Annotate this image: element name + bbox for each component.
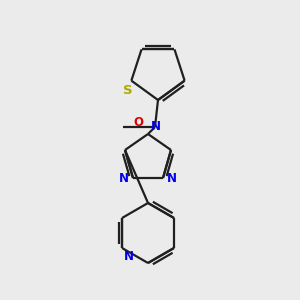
Text: N: N	[151, 119, 161, 133]
Text: O: O	[133, 116, 143, 129]
Text: N: N	[119, 172, 129, 184]
Text: N: N	[167, 172, 177, 184]
Text: N: N	[124, 250, 134, 263]
Text: S: S	[123, 84, 132, 97]
